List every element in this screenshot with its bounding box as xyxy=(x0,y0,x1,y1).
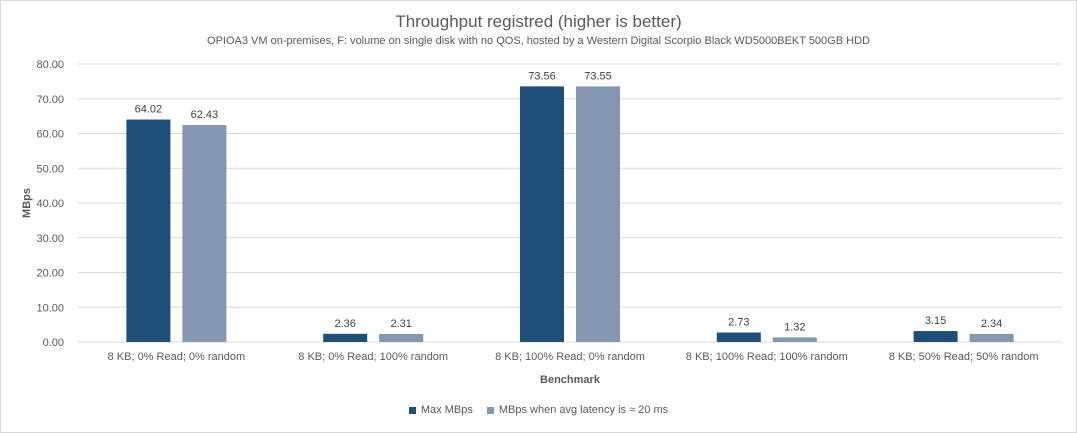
bar xyxy=(520,86,564,342)
legend-label: MBps when avg latency is ≈ 20 ms xyxy=(498,404,669,416)
y-tick-label: 0.00 xyxy=(43,337,64,349)
legend-item: MBps when avg latency is ≈ 20 ms xyxy=(486,404,669,416)
data-labels: 64.02 62.43 2.36 2.31 73.56 73.55 2.73 1.32 3.15… xyxy=(135,70,1003,333)
x-tick-label: 8 KB; 50% Read; 50% random xyxy=(889,351,1039,363)
data-label: 62.43 xyxy=(191,109,219,121)
bar xyxy=(182,125,227,342)
bar xyxy=(913,331,958,342)
data-label: 2.36 xyxy=(334,318,355,330)
x-tick-label: 8 KB; 0% Read; 100% random xyxy=(298,351,448,363)
bar xyxy=(126,119,171,342)
y-tick-label: 50.00 xyxy=(36,163,64,175)
data-label: 2.34 xyxy=(981,318,1002,330)
y-axis-ticks: 0.00 10.00 20.00 30.00 40.00 50.00 60.00 70.00 8… xyxy=(36,59,64,349)
bar xyxy=(772,337,817,342)
bar xyxy=(379,333,424,342)
x-axis-title: Benchmark xyxy=(540,374,601,386)
y-axis-title: MBps xyxy=(21,188,33,218)
bars xyxy=(126,86,1014,342)
bar xyxy=(576,86,620,342)
y-tick-label: 60.00 xyxy=(36,129,64,141)
y-tick-label: 70.00 xyxy=(36,94,64,106)
legend-swatch xyxy=(486,406,494,414)
chart-subtitle: OPIOA3 VM on-premises, F: volume on sing… xyxy=(207,35,870,47)
data-label: 1.32 xyxy=(784,321,805,333)
data-label: 73.55 xyxy=(584,70,612,82)
bar xyxy=(716,332,761,342)
legend: Max MBps MBps when avg latency is ≈ 20 ms xyxy=(0,404,1077,416)
y-tick-label: 30.00 xyxy=(36,233,64,245)
x-tick-label: 8 KB; 0% Read; 0% random xyxy=(108,351,246,363)
y-tick-label: 80.00 xyxy=(36,59,64,71)
x-tick-label: 8 KB; 100% Read; 0% random xyxy=(495,351,645,363)
x-tick-label: 8 KB; 100% Read; 100% random xyxy=(686,351,848,363)
y-tick-label: 40.00 xyxy=(36,198,64,210)
data-label: 64.02 xyxy=(135,104,163,116)
chart-title: Throughput registred (higher is better) xyxy=(395,12,682,31)
bar xyxy=(323,333,368,342)
y-tick-label: 20.00 xyxy=(36,268,64,280)
x-axis-categories: 8 KB; 0% Read; 0% random 8 KB; 0% Read; 1… xyxy=(108,351,1039,363)
y-tick-label: 10.00 xyxy=(36,302,64,314)
data-label: 73.56 xyxy=(528,70,556,82)
gridlines xyxy=(78,63,1062,343)
bar xyxy=(969,333,1014,342)
legend-item: Max MBps xyxy=(408,404,473,416)
legend-label: Max MBps xyxy=(420,404,473,416)
data-label: 2.31 xyxy=(390,318,411,330)
data-label: 2.73 xyxy=(728,317,749,329)
data-label: 3.15 xyxy=(925,315,946,327)
legend-swatch xyxy=(408,406,416,414)
